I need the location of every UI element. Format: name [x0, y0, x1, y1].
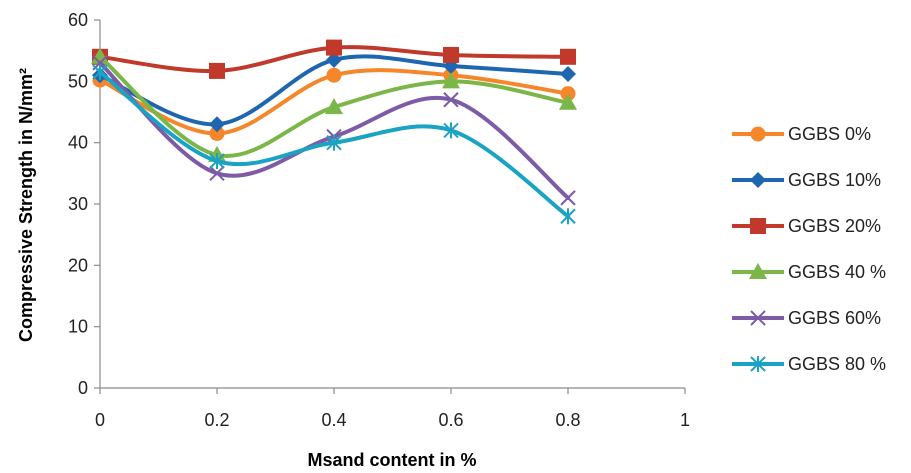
data-point [560, 190, 576, 206]
y-tick-label: 60 [68, 10, 88, 30]
marker-stroke [443, 92, 459, 108]
legend-marker [750, 356, 766, 372]
y-tick-label: 50 [68, 71, 88, 91]
x-tick-label: 0.8 [555, 410, 580, 430]
y-axis-title: Compressive Strength in N/mm² [16, 68, 36, 342]
data-point [560, 208, 576, 225]
data-point [209, 153, 225, 170]
axes: 0 10 20 30 40 50 60 0 0.2 0.4 0.6 0.8 1 [68, 10, 690, 430]
legend-marker [750, 126, 766, 142]
data-point [560, 86, 576, 102]
x-tick-label: 0.6 [438, 410, 463, 430]
legend-item: GGBS 20% [732, 216, 881, 236]
data-point [326, 39, 342, 56]
data-point [560, 65, 576, 82]
data-point [443, 92, 459, 108]
legend: GGBS 0% GGBS 10% GGBS 20% GGBS 40 % GGBS 60%… [732, 124, 886, 374]
y-tick-label: 30 [68, 194, 88, 214]
legend-label: GGBS 20% [788, 216, 881, 236]
legend-item: GGBS 80 % [732, 354, 886, 374]
marker-stroke [209, 165, 225, 182]
y-tick-label: 20 [68, 255, 88, 275]
legend-label: GGBS 80 % [788, 354, 886, 374]
legend-item: GGBS 0% [732, 124, 871, 144]
marker-stroke [750, 310, 766, 326]
data-point [443, 122, 459, 139]
y-tick-label: 40 [68, 133, 88, 153]
legend-label: GGBS 0% [788, 124, 871, 144]
series-2 [92, 39, 576, 79]
data-point [209, 62, 225, 79]
x-tick-label: 0 [95, 410, 105, 430]
data-point [442, 72, 460, 89]
data-point [326, 51, 342, 68]
legend-item: GGBS 60% [732, 308, 881, 328]
series-5 [92, 64, 576, 225]
marker-stroke [560, 190, 576, 206]
data-point [209, 165, 225, 182]
legend-marker [750, 218, 766, 234]
series-layer [91, 39, 577, 225]
legend-item: GGBS 10% [732, 170, 881, 190]
data-point [325, 98, 343, 115]
data-point [209, 116, 225, 133]
data-point [560, 48, 576, 65]
data-point [559, 93, 577, 110]
y-tick-label: 0 [78, 378, 88, 398]
data-point [209, 125, 225, 141]
legend-marker [750, 172, 766, 188]
x-axis-title: Msand content in % [307, 450, 476, 470]
data-point [92, 64, 108, 81]
legend-item: GGBS 40 % [732, 262, 886, 282]
x-tick-label: 1 [680, 410, 690, 430]
data-point [326, 67, 342, 83]
y-tick-label: 10 [68, 317, 88, 337]
data-point [326, 134, 342, 151]
legend-marker [749, 263, 767, 279]
x-tick-label: 0.4 [321, 410, 346, 430]
legend-label: GGBS 10% [788, 170, 881, 190]
data-point [443, 46, 459, 63]
legend-marker [750, 310, 766, 326]
x-tick-label: 0.2 [204, 410, 229, 430]
legend-label: GGBS 60% [788, 308, 881, 328]
legend-label: GGBS 40 % [788, 262, 886, 282]
